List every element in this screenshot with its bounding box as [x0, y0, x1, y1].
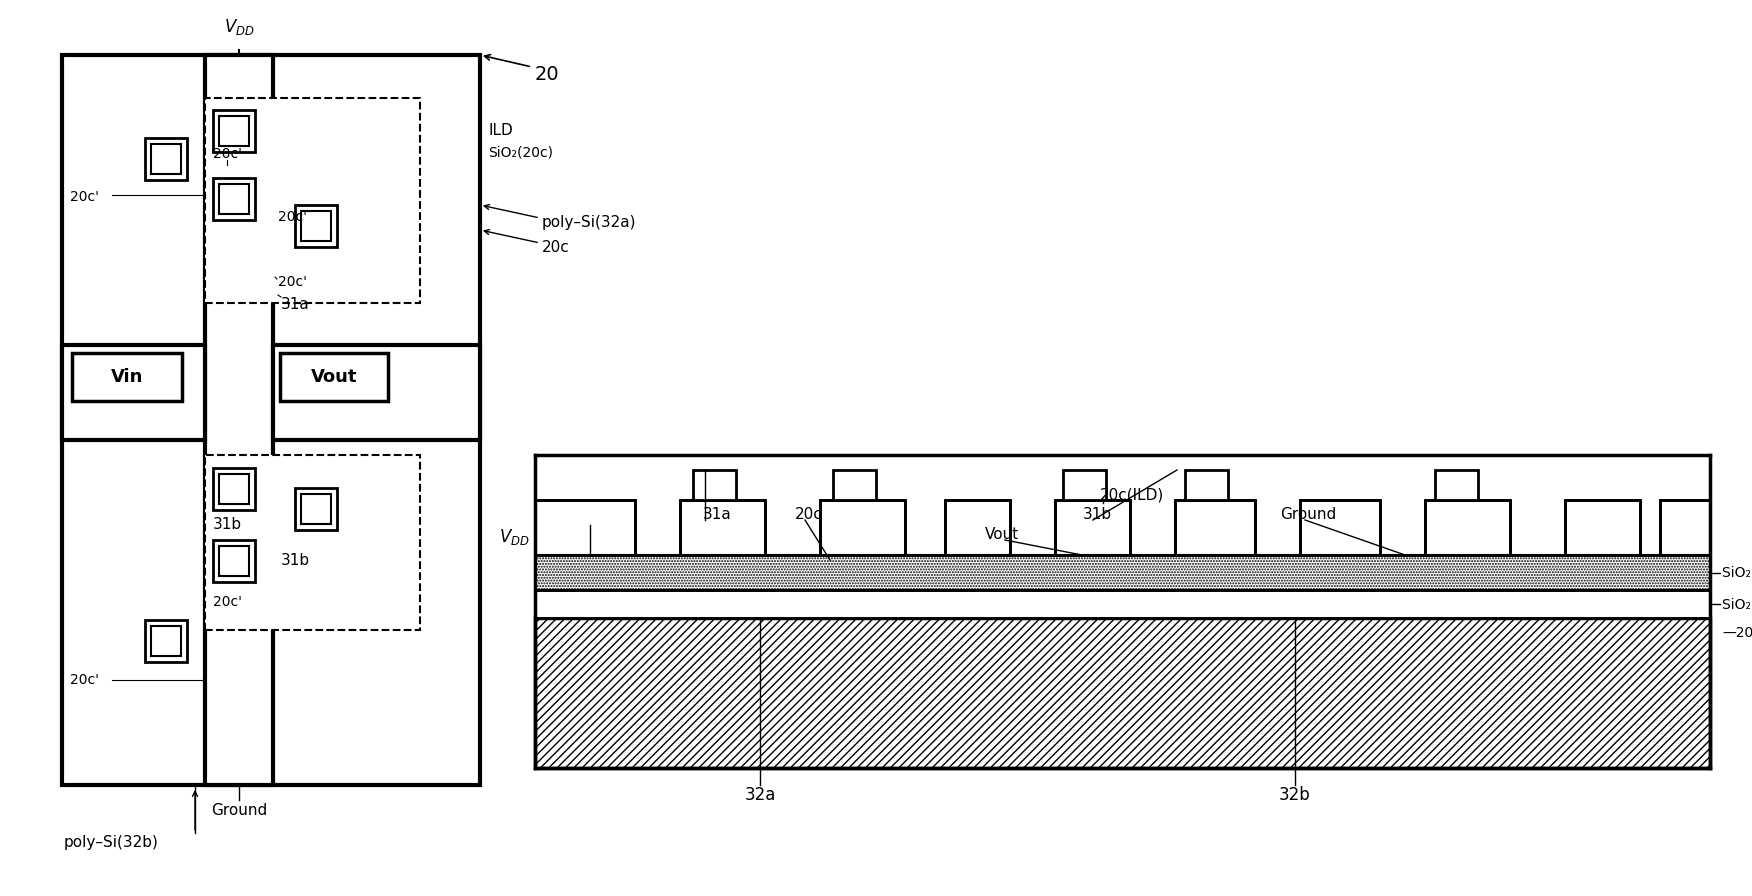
Bar — [534, 500, 634, 555]
Bar — [219, 184, 249, 214]
Text: Ground: Ground — [1281, 507, 1337, 522]
Bar — [219, 474, 249, 504]
Bar — [301, 211, 331, 241]
Bar — [1565, 500, 1640, 555]
Bar — [1659, 500, 1710, 555]
Text: 20c': 20c' — [70, 190, 100, 204]
Bar — [61, 345, 205, 440]
Text: 20c: 20c — [541, 240, 569, 255]
Bar — [944, 500, 1009, 555]
Bar — [273, 345, 480, 440]
Text: 20c': 20c' — [70, 673, 100, 687]
Bar — [534, 455, 1710, 555]
Bar — [1424, 500, 1510, 555]
Bar — [1063, 470, 1106, 500]
Text: Ground: Ground — [210, 803, 266, 818]
Text: poly–Si(32a): poly–Si(32a) — [541, 215, 636, 230]
Text: $V_{DD}$: $V_{DD}$ — [499, 527, 531, 547]
Bar — [205, 55, 273, 785]
Text: 20c': 20c' — [279, 210, 307, 224]
Bar — [832, 470, 876, 500]
Text: SiO₂ (20a): SiO₂ (20a) — [1722, 597, 1752, 611]
Bar — [694, 470, 736, 500]
Bar — [205, 98, 420, 303]
Bar — [219, 116, 249, 146]
Bar — [219, 546, 249, 576]
Bar — [1055, 500, 1130, 555]
Bar — [61, 55, 480, 785]
Bar — [534, 555, 1710, 590]
Bar — [1176, 500, 1254, 555]
Bar — [680, 500, 766, 555]
Bar — [151, 144, 180, 174]
Text: 20c: 20c — [795, 507, 823, 522]
Text: ILD: ILD — [489, 123, 513, 138]
Text: $V_{DD}$: $V_{DD}$ — [224, 17, 254, 37]
Bar — [294, 488, 336, 530]
Bar — [145, 138, 187, 180]
Bar — [820, 500, 906, 555]
Bar — [1300, 500, 1381, 555]
Text: 31a: 31a — [280, 297, 310, 312]
Bar — [214, 110, 256, 152]
Bar — [280, 353, 387, 401]
Text: 20c(ILD): 20c(ILD) — [1100, 487, 1165, 502]
Bar — [214, 468, 256, 510]
Text: Vout: Vout — [310, 368, 357, 386]
Text: poly–Si(32b): poly–Si(32b) — [65, 835, 159, 850]
Bar — [214, 178, 256, 220]
Bar — [1184, 470, 1228, 500]
Text: 32b: 32b — [1279, 786, 1310, 804]
Text: 31b: 31b — [280, 553, 310, 568]
Text: Vin: Vin — [110, 368, 144, 386]
Text: 31a: 31a — [703, 507, 732, 522]
Bar — [151, 626, 180, 656]
Bar — [534, 618, 1710, 768]
Text: SiO₂ (20c): SiO₂ (20c) — [1722, 565, 1752, 580]
Bar — [1435, 470, 1479, 500]
Text: 32a: 32a — [745, 786, 776, 804]
Bar — [294, 205, 336, 247]
Text: 31b: 31b — [214, 517, 242, 532]
Bar — [214, 540, 256, 582]
Bar — [301, 494, 331, 524]
Bar — [72, 353, 182, 401]
Text: 20: 20 — [534, 65, 559, 84]
Text: SiO₂(20c): SiO₂(20c) — [489, 145, 554, 159]
Bar — [534, 590, 1710, 618]
Bar — [145, 620, 187, 662]
Text: 31b: 31b — [1083, 507, 1113, 522]
Bar — [205, 455, 420, 630]
Text: —20: —20 — [1722, 626, 1752, 640]
Text: Vout: Vout — [985, 527, 1020, 542]
Text: 20c': 20c' — [214, 147, 242, 161]
Text: 20c': 20c' — [279, 275, 307, 289]
Text: 20c': 20c' — [214, 595, 242, 609]
